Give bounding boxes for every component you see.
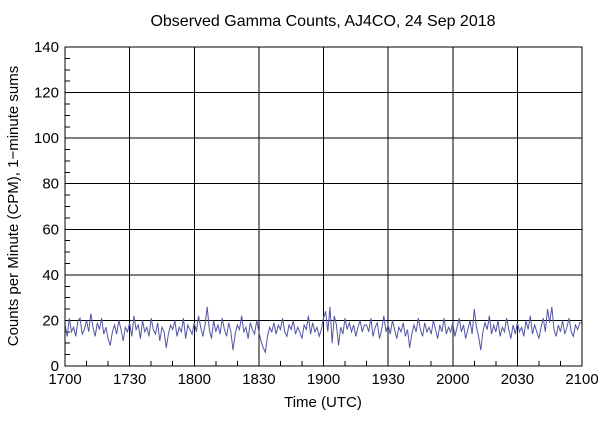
minor-tick-layer <box>65 57 561 366</box>
y-tick-label: 120 <box>34 85 59 102</box>
x-tick-label: 2030 <box>501 371 534 388</box>
chart-title: Observed Gamma Counts, AJ4CO, 24 Sep 201… <box>150 13 495 30</box>
plot-border <box>64 46 583 367</box>
x-tick-label: 1700 <box>48 371 81 388</box>
y-tick-label: 100 <box>34 130 59 147</box>
y-tick-label: 80 <box>42 176 59 193</box>
tick-label-layer: 1700 1730 1800 1830 1900 1930 2000 2030 2100 0 20 4… <box>34 39 599 388</box>
x-tick-label: 2000 <box>436 371 469 388</box>
y-tick-label: 140 <box>34 39 59 56</box>
y-tick-label: 60 <box>42 221 59 238</box>
x-tick-label: 1800 <box>178 371 211 388</box>
x-tick-label: 1730 <box>113 371 146 388</box>
x-tick-label: 2100 <box>565 371 598 388</box>
y-tick-label: 40 <box>42 267 59 284</box>
x-tick-label: 1830 <box>242 371 275 388</box>
gamma-counts-line <box>64 306 582 355</box>
x-axis-label: Time (UTC) <box>284 394 362 411</box>
grid-layer <box>65 47 582 366</box>
x-tick-label: 1930 <box>371 371 404 388</box>
y-axis-label: Counts per Minute (CPM), 1−minute sums <box>5 66 22 347</box>
y-tick-label: 0 <box>51 358 59 375</box>
y-tick-label: 20 <box>42 312 59 329</box>
series-layer <box>64 306 582 355</box>
x-tick-label: 1900 <box>307 371 340 388</box>
